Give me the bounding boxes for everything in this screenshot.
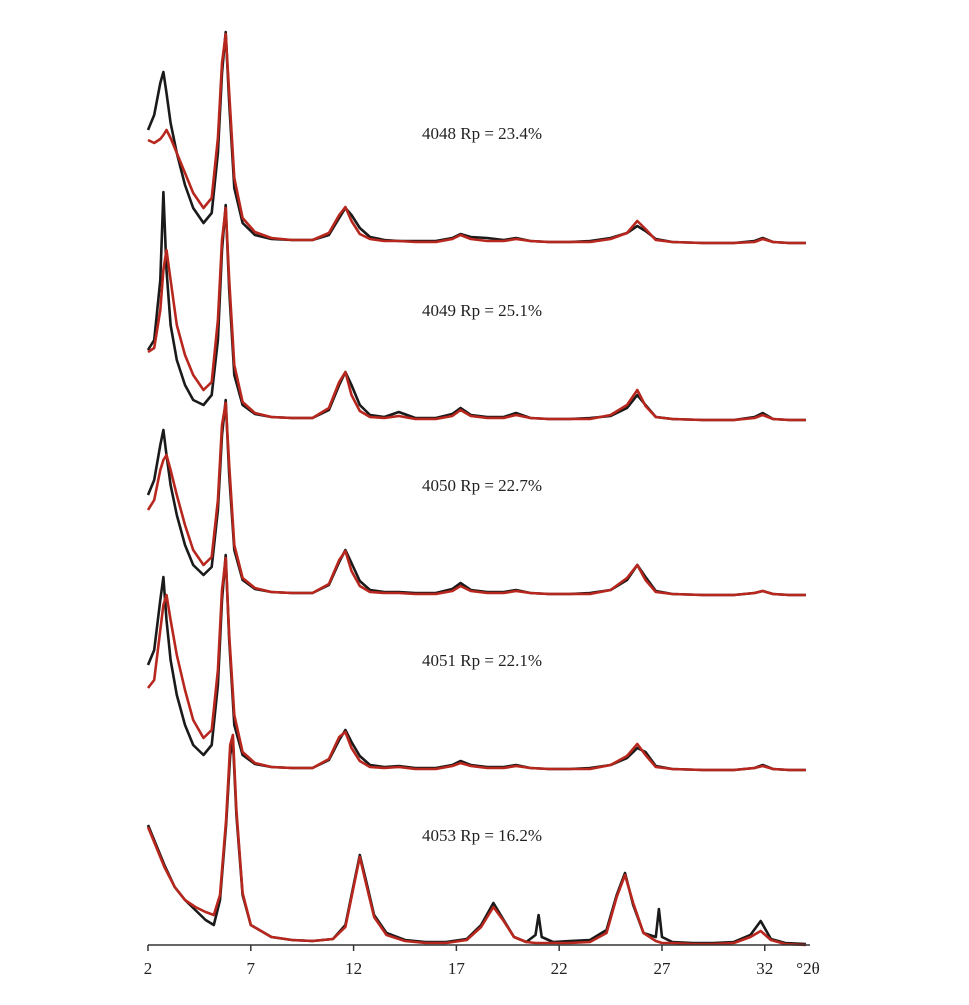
pattern-line [147, 32, 806, 245]
annotation: 4051 Rp = 22.1% [422, 651, 542, 670]
x-tick-label: 17 [448, 959, 466, 978]
annotation: 4049 Rp = 25.1% [422, 301, 542, 320]
pattern-line [146, 733, 806, 947]
annotation: 4050 Rp = 22.7% [422, 476, 542, 495]
pattern-line [146, 553, 806, 772]
annotation: 4048 Rp = 23.4% [422, 124, 542, 143]
x-tick-label: 22 [551, 959, 568, 978]
x-tick-label: 2 [144, 959, 153, 978]
annotation: 4053 Rp = 16.2% [422, 826, 542, 845]
x-tick-label: 7 [247, 959, 256, 978]
pattern-line [146, 401, 806, 597]
pattern-line [146, 556, 806, 772]
pattern-line [146, 398, 806, 597]
pattern-line [147, 206, 806, 422]
x-tick-label: 27 [653, 959, 671, 978]
x-tick-label: 12 [345, 959, 362, 978]
x-axis-label: °2θ [796, 959, 819, 978]
x-tick-label: 32 [756, 959, 773, 978]
